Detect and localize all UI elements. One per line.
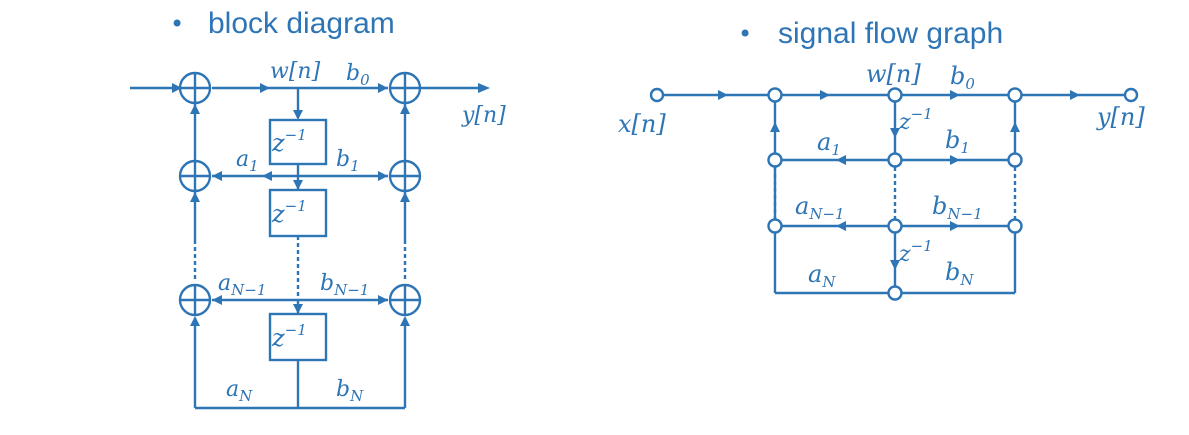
node bbox=[887, 218, 903, 234]
coeff-b1: b1 bbox=[336, 147, 360, 175]
node bbox=[1007, 87, 1023, 103]
w-label: w[n] bbox=[866, 60, 921, 88]
delay-label: z−1 bbox=[271, 321, 307, 352]
node bbox=[887, 285, 903, 301]
node bbox=[767, 152, 783, 168]
coeff-bN: bN bbox=[945, 258, 974, 289]
arrow-head bbox=[190, 104, 200, 114]
node bbox=[887, 152, 903, 168]
coeff-aN: aN bbox=[226, 377, 253, 405]
delay-label: z−1 bbox=[898, 105, 933, 135]
arrow-head bbox=[172, 83, 182, 93]
heading-signal-flow-graph: signal flow graph bbox=[778, 17, 1003, 50]
delay-label: z−1 bbox=[898, 237, 933, 267]
delay-box-1 bbox=[268, 118, 328, 166]
adder-icon bbox=[178, 159, 212, 193]
arrow-head bbox=[770, 122, 780, 132]
node bbox=[767, 218, 783, 234]
arrow-head bbox=[820, 90, 830, 100]
delay-label: z−1 bbox=[271, 126, 307, 157]
arrow-head bbox=[190, 316, 200, 326]
arrow-head bbox=[950, 90, 960, 100]
adder-icon bbox=[178, 71, 212, 105]
arrow-head bbox=[190, 192, 200, 202]
arrow-head bbox=[718, 90, 728, 100]
arrow-head bbox=[293, 110, 303, 120]
arrow-head bbox=[400, 192, 410, 202]
arrow-head bbox=[378, 83, 388, 93]
arrow-head bbox=[262, 171, 272, 181]
arrow-head bbox=[478, 83, 490, 93]
coeff-bN-1: bN−1 bbox=[320, 271, 369, 299]
coeff-bN: bN bbox=[336, 377, 364, 405]
node bbox=[1007, 152, 1023, 168]
signal-flow-graph: w[n] b0 x[n] y[n] z−1 a1 b1 aN−1 bN−1 z−… bbox=[618, 60, 1145, 301]
adder-icon bbox=[388, 283, 422, 317]
arrow-head bbox=[293, 304, 303, 314]
arrow-head bbox=[890, 128, 900, 138]
adder-icon bbox=[178, 283, 212, 317]
coeff-a1: a1 bbox=[817, 128, 841, 159]
bullet-right: • bbox=[738, 20, 752, 48]
arrow-head bbox=[400, 316, 410, 326]
delay-box-3 bbox=[268, 312, 328, 362]
heading-block-diagram: block diagram bbox=[208, 7, 395, 40]
node bbox=[767, 87, 783, 103]
arrow-head bbox=[378, 171, 388, 181]
adder-icon bbox=[388, 159, 422, 193]
output-label: y[n] bbox=[461, 103, 506, 128]
node bbox=[887, 87, 903, 103]
arrow-head bbox=[836, 155, 846, 165]
arrow-head bbox=[293, 180, 303, 190]
arrow-head bbox=[950, 221, 960, 231]
coeff-aN: aN bbox=[808, 260, 836, 291]
delay-box-2 bbox=[268, 188, 328, 238]
coeff-aN-1: aN−1 bbox=[795, 192, 845, 223]
coeff-aN-1: aN−1 bbox=[218, 271, 266, 299]
node bbox=[1007, 218, 1023, 234]
block-diagram: z−1 z−1 z−1 w[n] b bbox=[130, 59, 506, 410]
arrow-head bbox=[378, 295, 388, 305]
coeff-b0: b0 bbox=[346, 61, 370, 89]
delay-label: z−1 bbox=[271, 197, 307, 228]
output-node bbox=[1123, 87, 1139, 103]
input-node bbox=[649, 87, 665, 103]
arrow-head bbox=[400, 104, 410, 114]
input-label: x[n] bbox=[618, 110, 666, 138]
bullet-left: • bbox=[170, 10, 184, 38]
coeff-b0: b0 bbox=[950, 62, 975, 93]
w-label: w[n] bbox=[270, 59, 321, 84]
output-label: y[n] bbox=[1096, 103, 1145, 131]
arrow-head bbox=[1070, 90, 1080, 100]
arrow-head bbox=[890, 260, 900, 270]
coeff-a1: a1 bbox=[236, 147, 259, 175]
arrow-head bbox=[950, 155, 960, 165]
arrow-head bbox=[836, 221, 846, 231]
coeff-bN-1: bN−1 bbox=[932, 192, 983, 223]
adder-icon bbox=[388, 71, 422, 105]
arrow-head bbox=[212, 295, 222, 305]
arrow-head bbox=[212, 171, 222, 181]
arrow-head bbox=[1010, 122, 1020, 132]
arrow-head bbox=[260, 83, 270, 93]
coeff-b1: b1 bbox=[945, 126, 970, 157]
